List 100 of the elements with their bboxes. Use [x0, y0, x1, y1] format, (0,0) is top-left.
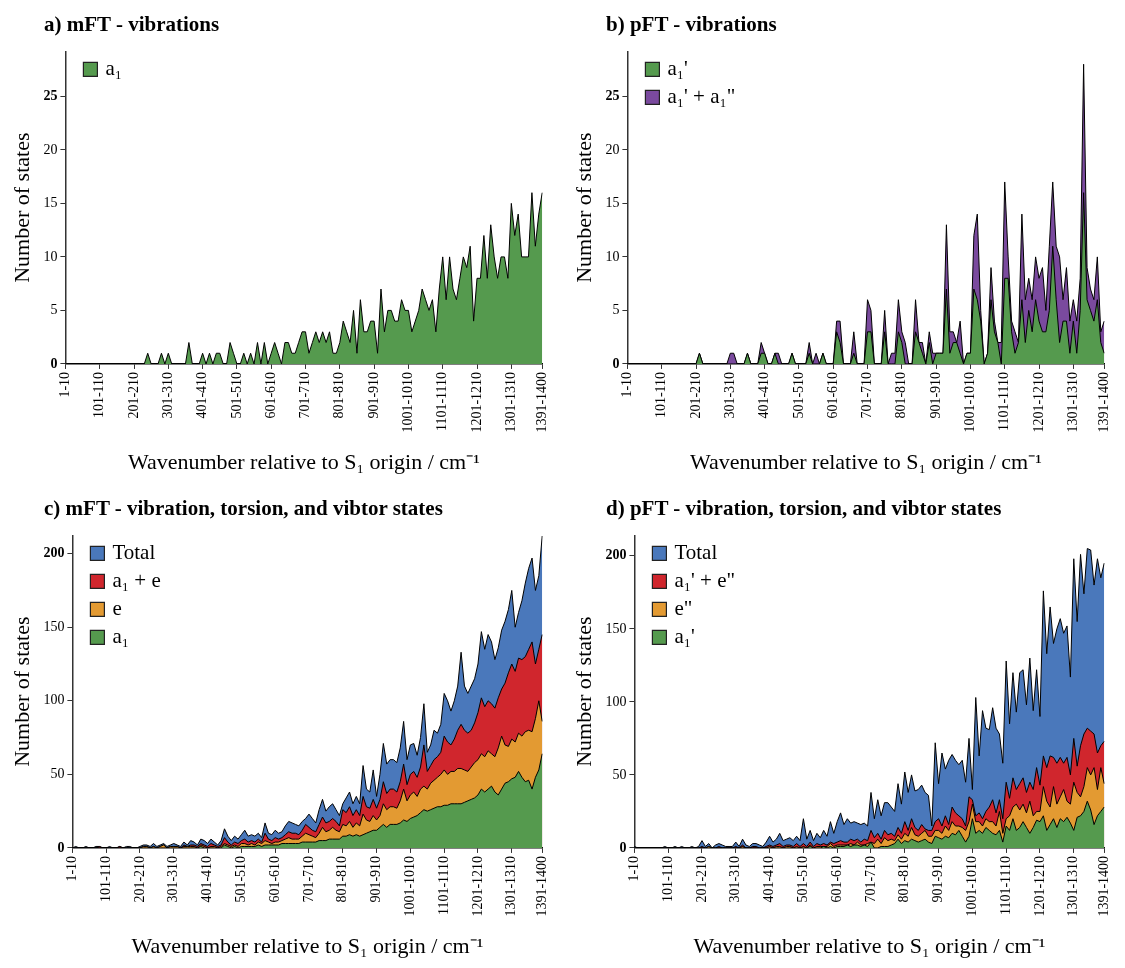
- x-tick-label: 501-510: [233, 855, 249, 903]
- y-tick-label: 20: [43, 141, 58, 157]
- y-tick-label: 25: [43, 87, 58, 103]
- x-tick-label: 701-710: [859, 371, 875, 419]
- x-tick-label: 801-810: [896, 855, 912, 903]
- x-tick-label: 401-410: [194, 371, 210, 419]
- legend-label: e": [674, 595, 693, 620]
- x-tick-label: 401-410: [761, 855, 777, 903]
- y-axis-title: Number of states: [8, 132, 34, 283]
- x-tick-label: 901-910: [930, 855, 946, 903]
- y-tick-label: 10: [605, 248, 620, 264]
- x-tick-label: 1391-1400: [1095, 371, 1111, 433]
- legend-label: a₁': [667, 55, 688, 80]
- x-axis-title: Wavenumber relative to S₁ origin / cm⁻¹: [689, 448, 1042, 474]
- x-tick-label: 301-310: [721, 371, 737, 419]
- x-tick-label: 701-710: [297, 371, 313, 419]
- x-tick-label: 801-810: [893, 371, 909, 419]
- legend-label: Total: [674, 539, 718, 564]
- legend-label: e: [112, 595, 122, 620]
- x-tick-label: 1391-1400: [1095, 855, 1111, 917]
- y-tick-label: 15: [43, 195, 58, 211]
- y-tick-label: 100: [605, 693, 627, 709]
- legend-label: Total: [112, 539, 156, 564]
- x-tick-label: 1391-1400: [533, 371, 549, 433]
- x-tick-label: 1-10: [64, 855, 80, 882]
- x-axis-title: Wavenumber relative to S₁ origin / cm⁻¹: [127, 448, 480, 474]
- y-tick-label: 150: [605, 620, 627, 636]
- y-tick-label: 200: [605, 547, 627, 563]
- y-tick-label: 200: [43, 545, 65, 561]
- x-tick-label: 801-810: [331, 371, 347, 419]
- x-tick-label: 1391-1400: [533, 855, 549, 917]
- x-tick-label: 1201-1210: [1031, 855, 1047, 917]
- y-tick-label: 20: [605, 141, 620, 157]
- chart-title: a) mFT - vibrations: [44, 12, 220, 37]
- x-tick-label: 1-10: [57, 371, 73, 398]
- legend-label: a₁: [105, 55, 123, 80]
- x-tick-label: 301-310: [159, 371, 175, 419]
- x-tick-label: 201-210: [687, 371, 703, 419]
- chart-title: d) pFT - vibration, torsion, and vibtor states: [606, 496, 1002, 521]
- x-tick-label: 1101-1110: [435, 855, 451, 916]
- y-tick-label: 0: [50, 355, 58, 371]
- y-tick-label: 25: [605, 87, 620, 103]
- y-tick-label: 15: [605, 195, 620, 211]
- x-tick-label: 1001-1010: [964, 855, 980, 917]
- x-axis-title: Wavenumber relative to S₁ origin / cm⁻¹: [693, 932, 1046, 958]
- x-tick-label: 101-110: [653, 371, 669, 419]
- x-tick-label: 901-910: [365, 371, 381, 419]
- x-tick-label: 601-610: [266, 855, 282, 903]
- y-tick-label: 0: [57, 839, 65, 855]
- x-tick-label: 901-910: [927, 371, 943, 419]
- y-tick-label: 100: [43, 692, 65, 708]
- x-tick-label: 701-710: [862, 855, 878, 903]
- chart-title: c) mFT - vibration, torsion, and vibtor states: [44, 496, 443, 521]
- x-tick-label: 1101-1110: [434, 371, 450, 432]
- y-tick-label: 50: [612, 766, 627, 782]
- y-tick-label: 0: [612, 355, 620, 371]
- x-tick-label: 501-510: [790, 371, 806, 419]
- x-tick-label: 1201-1210: [469, 855, 485, 917]
- x-tick-label: 801-810: [334, 855, 350, 903]
- x-tick-label: 1301-1310: [1065, 371, 1080, 433]
- x-tick-label: 401-410: [756, 371, 772, 419]
- x-tick-label: 301-310: [727, 855, 743, 903]
- x-tick-label: 1201-1210: [468, 371, 484, 433]
- legend-label: a₁: [112, 623, 130, 648]
- legend-label: a₁' + e": [674, 567, 736, 592]
- x-tick-label: 1-10: [626, 855, 642, 882]
- x-tick-label: 1001-1010: [402, 855, 418, 917]
- chart-title: b) pFT - vibrations: [606, 12, 777, 37]
- x-tick-label: 1101-1110: [996, 371, 1012, 432]
- x-tick-label: 1301-1310: [503, 371, 518, 433]
- x-tick-label: 1001-1010: [962, 371, 978, 433]
- y-axis-title: Number of states: [570, 132, 596, 283]
- x-tick-label: 101-110: [659, 855, 675, 903]
- x-tick-label: 201-210: [131, 855, 147, 903]
- x-tick-label: 401-410: [199, 855, 215, 903]
- x-tick-label: 1001-1010: [400, 371, 416, 433]
- y-tick-label: 5: [612, 302, 620, 318]
- y-tick-label: 5: [50, 302, 58, 318]
- x-tick-label: 1-10: [619, 371, 635, 398]
- x-tick-label: 701-710: [300, 855, 316, 903]
- x-tick-label: 301-310: [165, 855, 181, 903]
- x-tick-label: 601-610: [262, 371, 278, 419]
- x-tick-label: 601-610: [824, 371, 840, 419]
- x-tick-label: 1101-1110: [997, 855, 1013, 916]
- x-tick-label: 101-110: [91, 371, 107, 419]
- x-tick-label: 201-210: [125, 371, 141, 419]
- legend-label: a₁' + a₁": [667, 83, 736, 108]
- x-tick-label: 901-910: [368, 855, 384, 903]
- y-tick-label: 50: [50, 766, 65, 782]
- y-axis-title: Number of states: [8, 616, 34, 767]
- x-tick-label: 501-510: [795, 855, 811, 903]
- y-axis-title: Number of states: [570, 616, 596, 767]
- x-tick-label: 101-110: [97, 855, 113, 903]
- y-tick-label: 10: [43, 248, 58, 264]
- x-tick-label: 1201-1210: [1030, 371, 1046, 433]
- y-tick-label: 150: [43, 618, 65, 634]
- x-tick-label: 1301-1310: [1065, 855, 1081, 917]
- legend-label: a₁': [674, 623, 695, 648]
- x-tick-label: 1301-1310: [503, 855, 519, 917]
- x-axis-title: Wavenumber relative to S₁ origin / cm⁻¹: [131, 932, 484, 958]
